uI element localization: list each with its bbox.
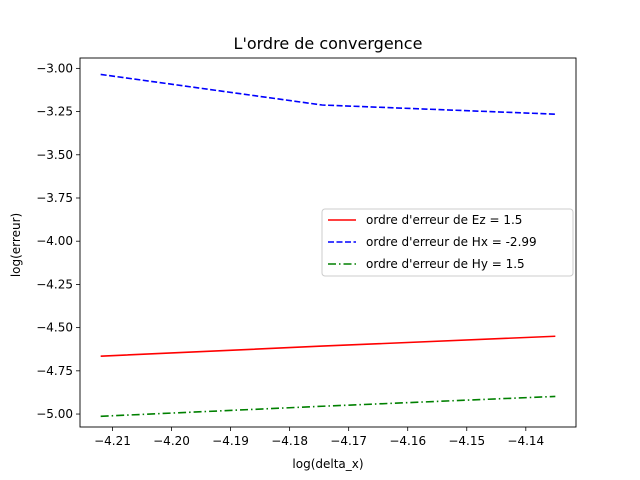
plot-area [100,73,556,418]
series-line-3 [100,395,556,418]
y-tick-label: −3.75 [36,191,73,205]
x-tick-label: −4.15 [448,434,485,448]
y-tick-label: −3.00 [36,61,73,75]
legend-label-1: ordre d'erreur de Ez = 1.5 [366,213,522,227]
x-tick-label: −4.14 [507,434,544,448]
axes: −4.21 −4.20 −4.19 −4.18 −4.17 −4.16 −4.15 −4.14… [36,57,577,448]
y-tick-label: −3.50 [36,148,73,162]
x-tick-label: −4.16 [389,434,426,448]
y-tick-label: −4.25 [36,277,73,291]
chart-title: L'ordre de convergence [234,34,423,53]
y-axis-label: log(erreur) [9,213,23,277]
y-tick-label: −4.00 [36,234,73,248]
legend-label-3: ordre d'erreur de Hy = 1.5 [366,257,525,271]
x-tick-label: −4.20 [153,434,190,448]
legend-box [321,208,574,277]
y-tick-label: −4.50 [36,321,73,335]
y-tick-label: −5.00 [36,407,73,421]
y-tick-label: −3.25 [36,105,73,119]
legend-label-2: ordre d'erreur de Hx = -2.99 [366,235,537,249]
legend: ordre d'erreur de Ez = 1.5 ordre d'erreur… [321,208,574,277]
series-line-2 [100,73,556,115]
x-tick-label: −4.21 [94,434,131,448]
x-tick-label: −4.17 [330,434,367,448]
x-tick-label: −4.18 [271,434,308,448]
x-tick-label: −4.19 [212,434,249,448]
x-axis-label: log(delta_x) [292,457,363,471]
axes-frame [79,57,577,428]
y-tick-label: −4.75 [36,364,73,378]
series-line-1 [100,335,556,357]
